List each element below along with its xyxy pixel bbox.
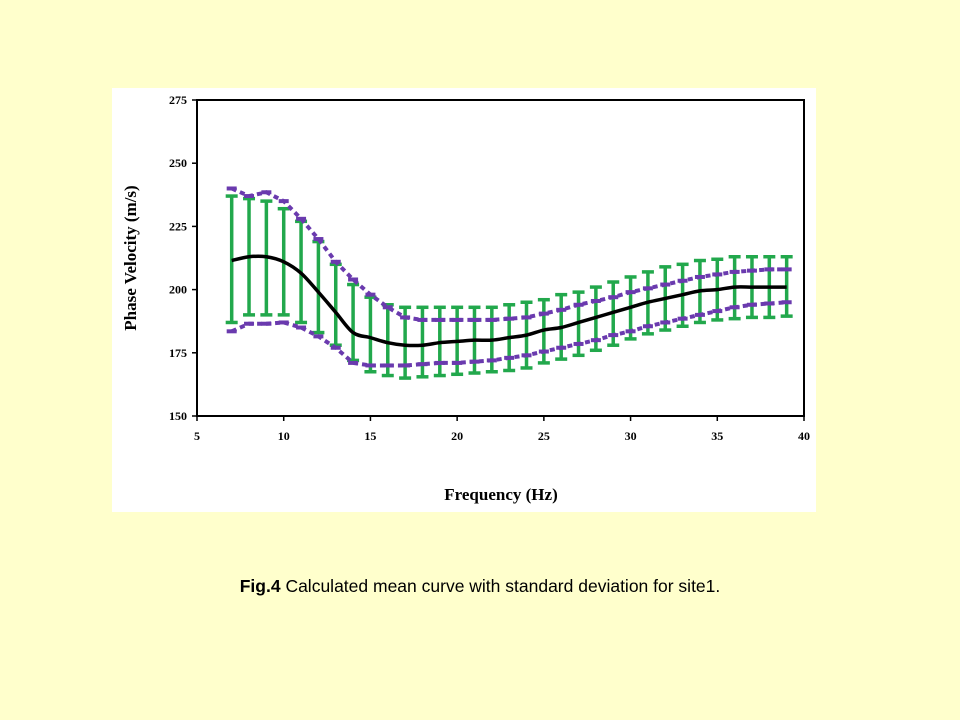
y-tick-label: 250 [169,156,187,170]
plot-frame [196,99,805,417]
axis-ticks: 150 175 200 225 250 275 5 10 15 20 25 30 35 40 [169,93,810,443]
purple-band-upper-line [230,186,787,322]
x-tick-label: 20 [451,429,463,443]
x-tick-label: 25 [538,429,550,443]
x-tick-label: 30 [625,429,637,443]
mean-curve-layer [231,254,787,348]
figure-panel: 150 175 200 225 250 275 5 10 15 20 25 30 35 40 Freque… [112,88,816,512]
y-tick-label: 275 [169,93,187,107]
y-tick-label: 175 [169,346,187,360]
x-tick-label: 35 [711,429,723,443]
mean-curve [231,254,787,348]
x-axis-title: Frequency (Hz) [444,485,557,504]
caption-text: Calculated mean curve with standard devi… [280,576,721,596]
figure-caption: Fig.4 Calculated mean curve with standar… [0,576,960,597]
y-axis-title: Phase Velocity (m/s) [121,185,140,330]
green-std-bars [225,194,793,380]
purple-std-bars [226,186,792,368]
x-tick-label: 40 [798,429,810,443]
phase-velocity-chart: 150 175 200 225 250 275 5 10 15 20 25 30 35 40 Freque… [121,93,810,504]
y-tick-label: 150 [169,409,187,423]
caption-label: Fig.4 [239,576,281,596]
y-tick-label: 225 [169,219,187,233]
x-tick-label: 10 [278,429,290,443]
y-tick-label: 200 [169,283,187,297]
x-tick-label: 15 [364,429,376,443]
x-tick-label: 5 [194,429,200,443]
